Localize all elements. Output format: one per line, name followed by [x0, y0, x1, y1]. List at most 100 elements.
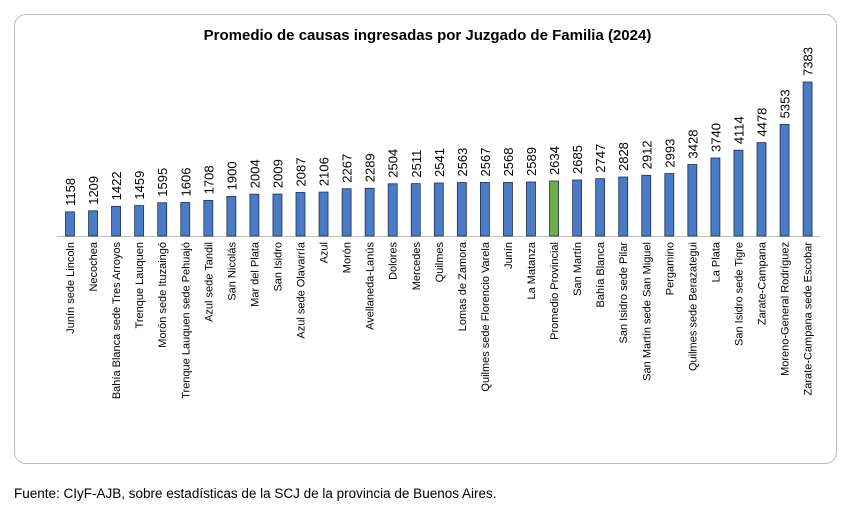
data-label: 2541	[432, 148, 447, 177]
category-label: Dolores	[388, 242, 400, 280]
bar	[226, 195, 237, 237]
category-label: Azul sede Olavarría	[296, 241, 308, 338]
category-label: Azul sede Tandil	[203, 242, 215, 322]
bar	[733, 149, 744, 237]
category-label: Quilmes sede Florencio Varela	[480, 241, 492, 391]
data-label: 4478	[755, 108, 770, 137]
category-label: La Matanza	[526, 241, 538, 299]
chart-frame	[14, 14, 837, 464]
category-label: Mercedes	[411, 242, 423, 291]
data-label: 7383	[801, 47, 816, 76]
data-label: 1422	[109, 171, 124, 200]
data-label: 5353	[778, 89, 793, 118]
bar	[410, 183, 421, 237]
category-label: Moreno-General Rodríguez	[780, 242, 792, 376]
data-label: 2087	[294, 158, 309, 187]
data-label: 1606	[178, 168, 193, 197]
category-label: San Isidro	[272, 242, 284, 292]
bar	[88, 210, 98, 237]
category-label: Morón	[342, 242, 354, 273]
category-label: Pergamino	[664, 242, 676, 295]
data-label: 2568	[501, 148, 516, 177]
bar	[687, 164, 698, 237]
data-label: 1158	[63, 178, 78, 206]
data-label: 2009	[270, 159, 285, 188]
category-label: Mar del Plata	[249, 241, 261, 307]
bar	[180, 202, 191, 237]
category-label: San Martín	[572, 242, 584, 296]
bar	[318, 191, 329, 237]
data-label: 2634	[547, 146, 562, 175]
category-label: Trenque Lauquen	[134, 242, 146, 328]
data-label: 3740	[708, 123, 723, 152]
bar	[572, 179, 582, 237]
data-label: 1595	[155, 168, 170, 197]
data-label: 1900	[224, 161, 239, 190]
bar	[203, 199, 214, 237]
data-label: 2828	[616, 142, 631, 171]
bar	[503, 182, 513, 237]
bar	[756, 142, 767, 237]
bar	[802, 81, 813, 237]
category-label: Zarate-Campana	[757, 241, 769, 325]
category-label: Bahía Blanca sede Tres Arroyos	[111, 242, 123, 400]
category-label: Quilmes sede Berazategui	[687, 242, 699, 371]
data-label: 2685	[570, 145, 585, 174]
bar	[526, 181, 536, 237]
category-label: San Nicolás	[226, 242, 238, 301]
category-label: Trenque Lauquen sede Pehuajó	[180, 242, 192, 399]
category-label: Necochea	[88, 241, 100, 291]
data-label: 2912	[639, 140, 654, 169]
data-label: 2289	[363, 153, 378, 182]
bar	[65, 211, 75, 237]
data-label: 2511	[409, 150, 424, 178]
data-label: 1708	[201, 165, 216, 194]
category-label: Junín	[503, 242, 515, 269]
bar	[364, 187, 375, 237]
category-label: Quilmes	[434, 242, 446, 283]
data-label: 2004	[247, 159, 262, 188]
data-label: 4114	[731, 116, 746, 144]
bar	[456, 182, 467, 237]
bar	[341, 188, 352, 237]
bar	[249, 193, 260, 237]
bar	[641, 174, 652, 237]
bar	[272, 193, 283, 237]
data-label: 2589	[524, 147, 539, 176]
bar	[134, 205, 145, 237]
category-label: Azul	[319, 242, 331, 263]
data-label: 2106	[317, 157, 332, 186]
data-label: 2563	[455, 148, 470, 177]
category-label: Avellaneda-Lanús	[365, 242, 377, 330]
source-note: Fuente: CIyF-AJB, sobre estadísticas de …	[14, 486, 497, 501]
data-label: 2267	[340, 154, 355, 183]
bar	[779, 123, 790, 237]
data-label: 2747	[593, 144, 608, 173]
category-label: Promedio Provincial	[549, 242, 561, 340]
bar	[595, 178, 606, 237]
bar	[664, 173, 675, 237]
bar	[710, 157, 721, 237]
category-label: San Isidro sede Pilar	[618, 242, 630, 344]
bar	[387, 183, 398, 237]
bar	[618, 176, 629, 237]
data-label: 1209	[86, 176, 101, 205]
bar	[111, 205, 121, 237]
category-label: La Plata	[710, 241, 722, 282]
bar	[549, 180, 559, 237]
category-label: Junín sede Lincoln	[65, 242, 77, 334]
category-label: Lomas de Zamora	[457, 241, 469, 331]
chart-title: Promedio de causas ingresadas por Juzgad…	[203, 27, 652, 44]
category-label: Morón sede Ituzaingó	[157, 242, 169, 348]
category-label: Bahía Blanca	[595, 241, 607, 307]
data-label: 2993	[662, 139, 677, 168]
data-label: 2504	[386, 149, 401, 178]
category-label: San Martín sede San Miguel	[641, 242, 653, 381]
category-label: Zarate-Campana sede Escobar	[803, 242, 815, 396]
data-label: 3428	[685, 130, 700, 159]
category-label: San Isidro sede Tigre	[733, 242, 745, 346]
bar	[295, 192, 306, 237]
data-label: 1459	[132, 171, 147, 200]
bar	[433, 182, 444, 237]
